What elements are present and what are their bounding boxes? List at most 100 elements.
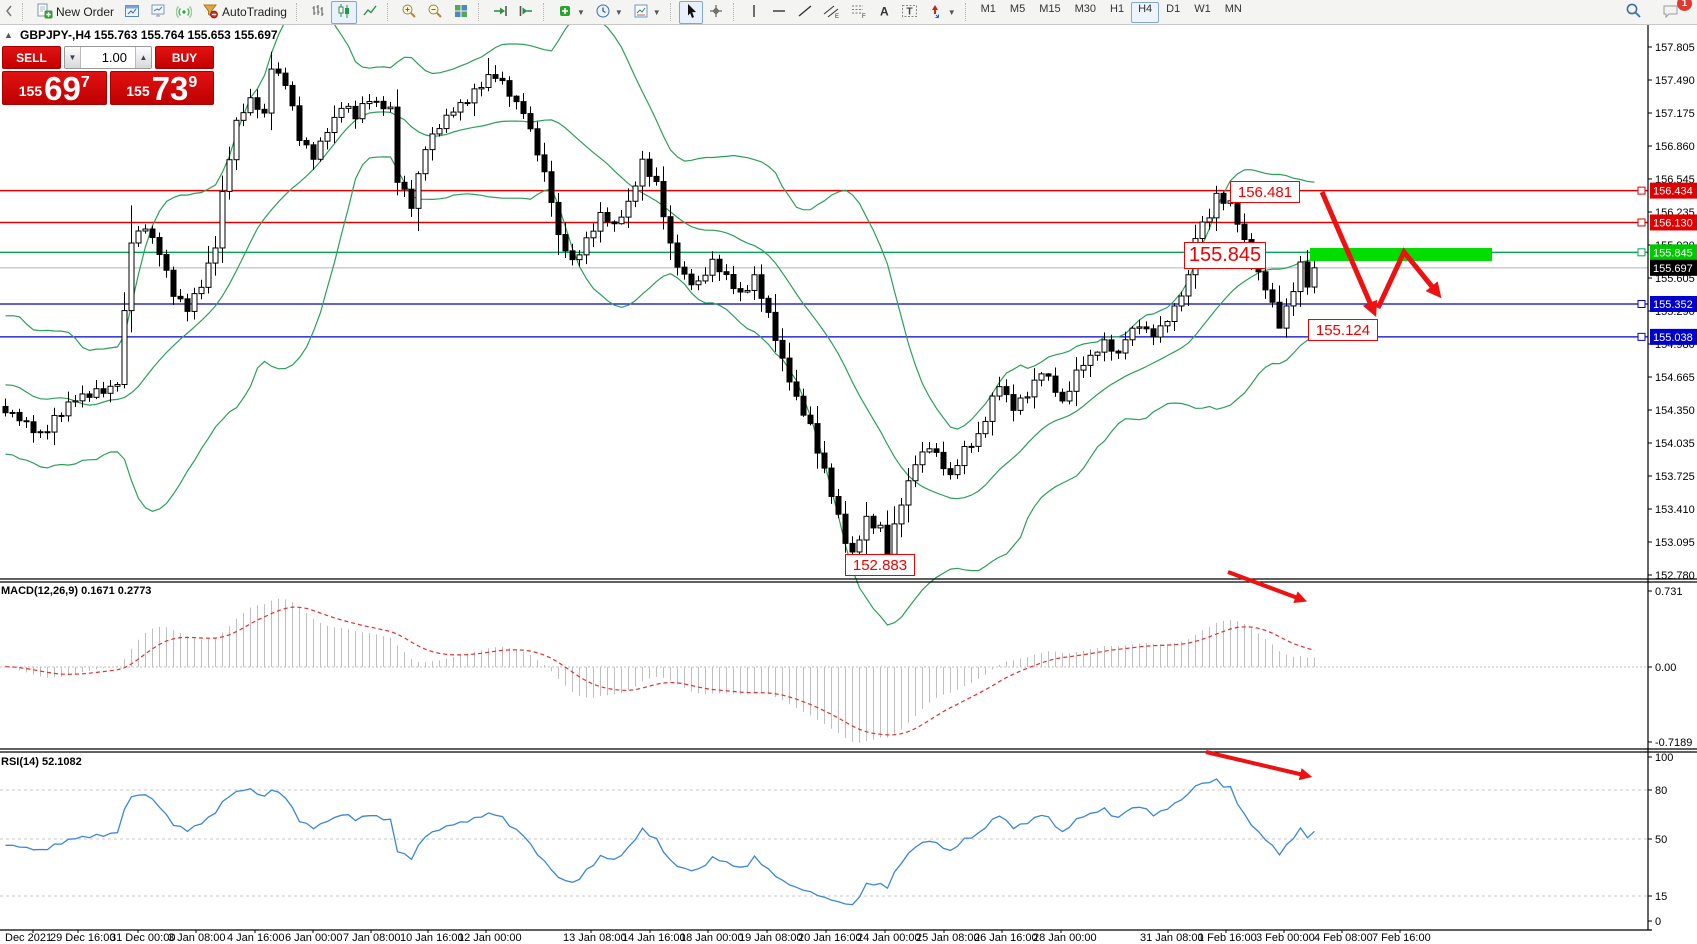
search-button[interactable] [1620, 1, 1647, 24]
charts-window-button[interactable] [119, 1, 145, 24]
line-chart-icon [362, 3, 378, 22]
svg-text:T: T [906, 6, 912, 17]
volume-increase-button[interactable]: ▲ [135, 47, 151, 68]
timeframe-h4-button[interactable]: H4 [1131, 1, 1160, 23]
toolbar-separator [669, 3, 676, 21]
price-axis-label: 152.780 [1655, 570, 1695, 582]
zoom-out-icon [427, 3, 443, 22]
buy-price-display[interactable]: 155 73 9 [109, 71, 214, 105]
chevron-down-icon: ▼ [652, 7, 661, 17]
timeframe-m30-button[interactable]: M30 [1074, 2, 1097, 15]
chart-shift-button[interactable] [513, 1, 539, 24]
bar-chart-icon [310, 3, 326, 22]
line-chart-button[interactable] [357, 1, 383, 24]
new-order-icon [36, 3, 53, 22]
tile-windows-button[interactable] [448, 1, 474, 24]
toolbar-separator [295, 3, 302, 21]
time-axis-label: 28 Jan 00:00 [1033, 932, 1097, 944]
time-axis-label: 24 Jan 00:00 [857, 932, 921, 944]
price-level-tag[interactable]: 156.434 [1653, 186, 1693, 198]
crosshair-button[interactable] [703, 1, 729, 24]
price-axis-label: 154.665 [1655, 372, 1695, 384]
timeframe-d1-button[interactable]: D1 [1166, 2, 1181, 15]
price-axis-label: 157.175 [1655, 108, 1695, 120]
svg-text:F: F [862, 14, 866, 19]
strategy-tester-button[interactable] [145, 1, 171, 24]
price-level-tag[interactable]: 155.845 [1653, 247, 1693, 259]
trendline-button[interactable] [792, 1, 818, 24]
text-label-icon: T [901, 3, 918, 22]
templates-icon [633, 3, 649, 22]
volume-decrease-button[interactable]: ▼ [65, 47, 81, 68]
new-order-button[interactable]: New Order [31, 1, 119, 24]
price-annotation-label[interactable]: 155.845 [1184, 242, 1266, 269]
time-axis-label: 7 Feb 16:00 [1372, 932, 1431, 944]
signals-button[interactable] [171, 1, 197, 24]
time-axis-label: 18 Jan 00:00 [680, 932, 744, 944]
periods-button[interactable]: ▼ [590, 1, 628, 24]
price-annotation-label[interactable]: 152.883 [845, 554, 915, 576]
vertical-line-button[interactable] [742, 1, 766, 24]
price-annotation-label[interactable]: 155.124 [1308, 319, 1378, 341]
crosshair-icon [708, 3, 724, 22]
chevron-down-icon: ▼ [614, 7, 623, 17]
price-level-tag[interactable]: 156.130 [1653, 217, 1693, 229]
ask-prefix: 155 [126, 83, 150, 99]
rsi-axis-label: 100 [1655, 752, 1673, 764]
indicators-button[interactable]: ▼ [552, 1, 590, 24]
price-axis-label: 153.410 [1655, 504, 1695, 516]
chevron-down-icon: ▼ [947, 7, 956, 17]
timeframe-h1-button[interactable]: H1 [1110, 2, 1125, 15]
horizontal-line-button[interactable] [766, 1, 792, 24]
zoom-out-button[interactable] [422, 1, 448, 24]
templates-button[interactable]: ▼ [628, 1, 666, 24]
arrows-button[interactable]: ▼ [923, 1, 961, 24]
toolbar-button-label: New Order [56, 5, 115, 19]
rsi-axis-label: 50 [1655, 834, 1667, 846]
autoscroll-icon [492, 3, 508, 22]
toolbar-separator [964, 3, 971, 21]
price-axis-label: 153.095 [1655, 537, 1695, 549]
text-label-button[interactable]: T [896, 1, 923, 24]
fibonacci-button[interactable]: F [845, 1, 872, 24]
notifications-button[interactable]: 1 [1657, 0, 1692, 24]
toolbar-button-label: AutoTrading [222, 5, 287, 19]
timeframe-m15-button[interactable]: M15 [1039, 2, 1061, 15]
time-axis-label: 4 Jan 16:00 [227, 932, 285, 944]
price-level-tag[interactable]: 155.038 [1653, 332, 1693, 344]
text-button[interactable]: A [872, 1, 896, 24]
candlestick-button[interactable] [330, 0, 357, 24]
one-click-trading-panel: SELL ▼ 1.00 ▲ BUY 155 69 7 155 73 9 [2, 46, 214, 105]
price-annotation-label[interactable]: 156.481 [1230, 181, 1300, 203]
autoscroll-button[interactable] [487, 1, 513, 24]
timeframe-m1-button[interactable]: M1 [980, 2, 996, 15]
autotrading-button[interactable]: AutoTrading [197, 1, 292, 24]
periods-icon [595, 3, 611, 22]
buy-button[interactable]: BUY [155, 46, 214, 69]
price-level-tag[interactable]: 155.697 [1653, 263, 1693, 275]
price-level-tag[interactable]: 155.352 [1653, 299, 1693, 311]
bid-main: 69 [44, 69, 81, 107]
bar-chart-button[interactable] [305, 1, 331, 24]
volume-value[interactable]: 1.00 [101, 50, 127, 65]
sell-price-display[interactable]: 155 69 7 [2, 71, 107, 105]
time-axis-label: 19 Jan 08:00 [739, 932, 803, 944]
fibonacci-icon: F [850, 3, 867, 22]
chart-title: GBPJPY-,H4 155.763 155.764 155.653 155.6… [20, 28, 278, 42]
indicators-icon [557, 3, 573, 22]
notification-badge: 1 [1677, 0, 1692, 11]
bid-pip: 7 [80, 74, 90, 91]
time-axis-label: 4 Feb 08:00 [1314, 932, 1373, 944]
price-axis-label: 154.350 [1655, 405, 1695, 417]
equidistant-channel-button[interactable]: E [818, 1, 845, 24]
timeframe-m5-button[interactable]: M5 [1009, 2, 1026, 15]
chevron-left-button[interactable] [0, 1, 18, 24]
cursor-button[interactable] [678, 0, 703, 24]
timeframe-w1-button[interactable]: W1 [1194, 2, 1211, 15]
zoom-in-button[interactable] [396, 1, 422, 24]
chevron-left-icon [5, 4, 13, 21]
sell-button[interactable]: SELL [2, 46, 61, 69]
timeframe-mn-button[interactable]: MN [1224, 2, 1242, 15]
signals-icon [175, 3, 193, 22]
